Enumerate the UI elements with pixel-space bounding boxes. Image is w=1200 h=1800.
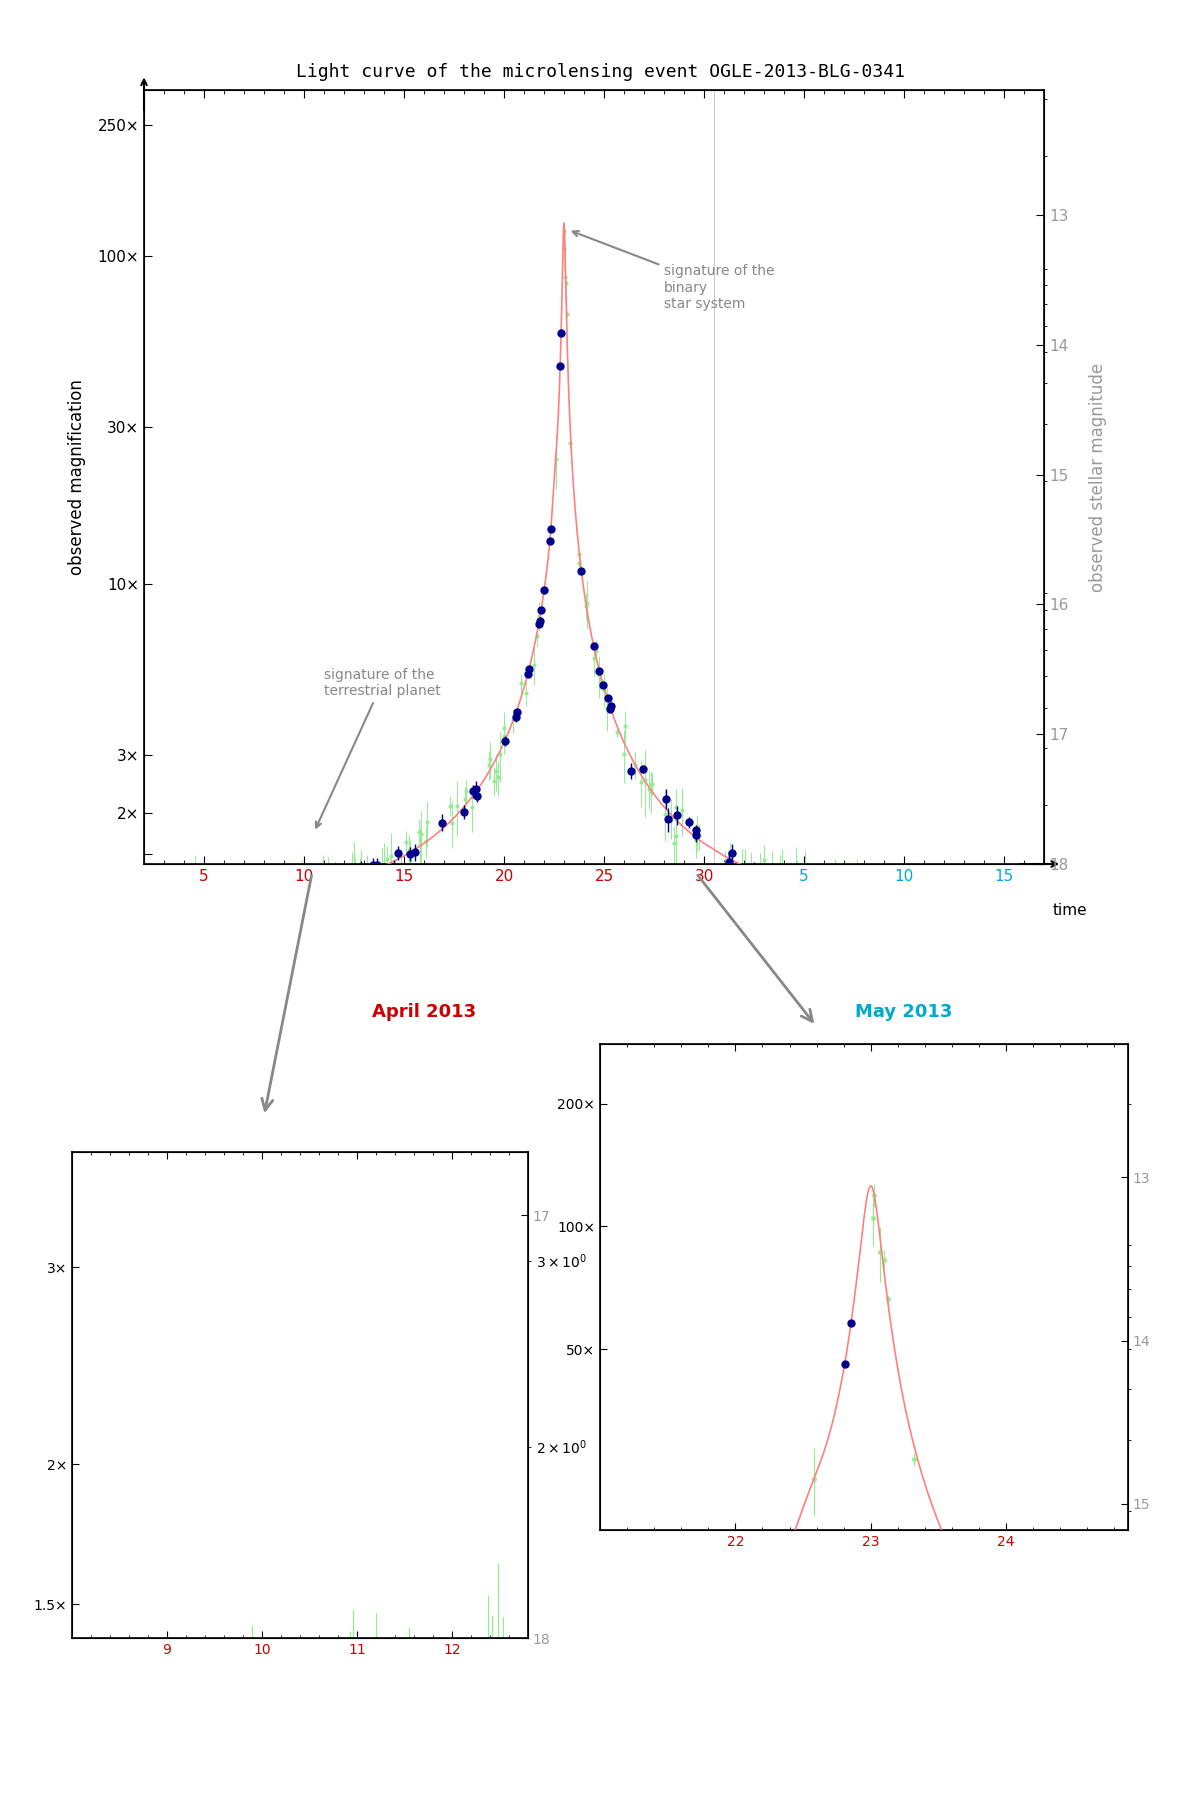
Y-axis label: observed stellar magnitude: observed stellar magnitude (1090, 362, 1108, 592)
Text: time: time (1054, 904, 1087, 918)
Text: signature of the
binary
star system: signature of the binary star system (572, 230, 774, 311)
Y-axis label: observed magnification: observed magnification (68, 380, 86, 574)
Text: signature of the
terrestrial planet: signature of the terrestrial planet (316, 668, 440, 828)
Text: May 2013: May 2013 (856, 1003, 953, 1021)
Text: Light curve of the microlensing event OGLE-2013-BLG-0341: Light curve of the microlensing event OG… (295, 63, 905, 81)
Text: April 2013: April 2013 (372, 1003, 476, 1021)
